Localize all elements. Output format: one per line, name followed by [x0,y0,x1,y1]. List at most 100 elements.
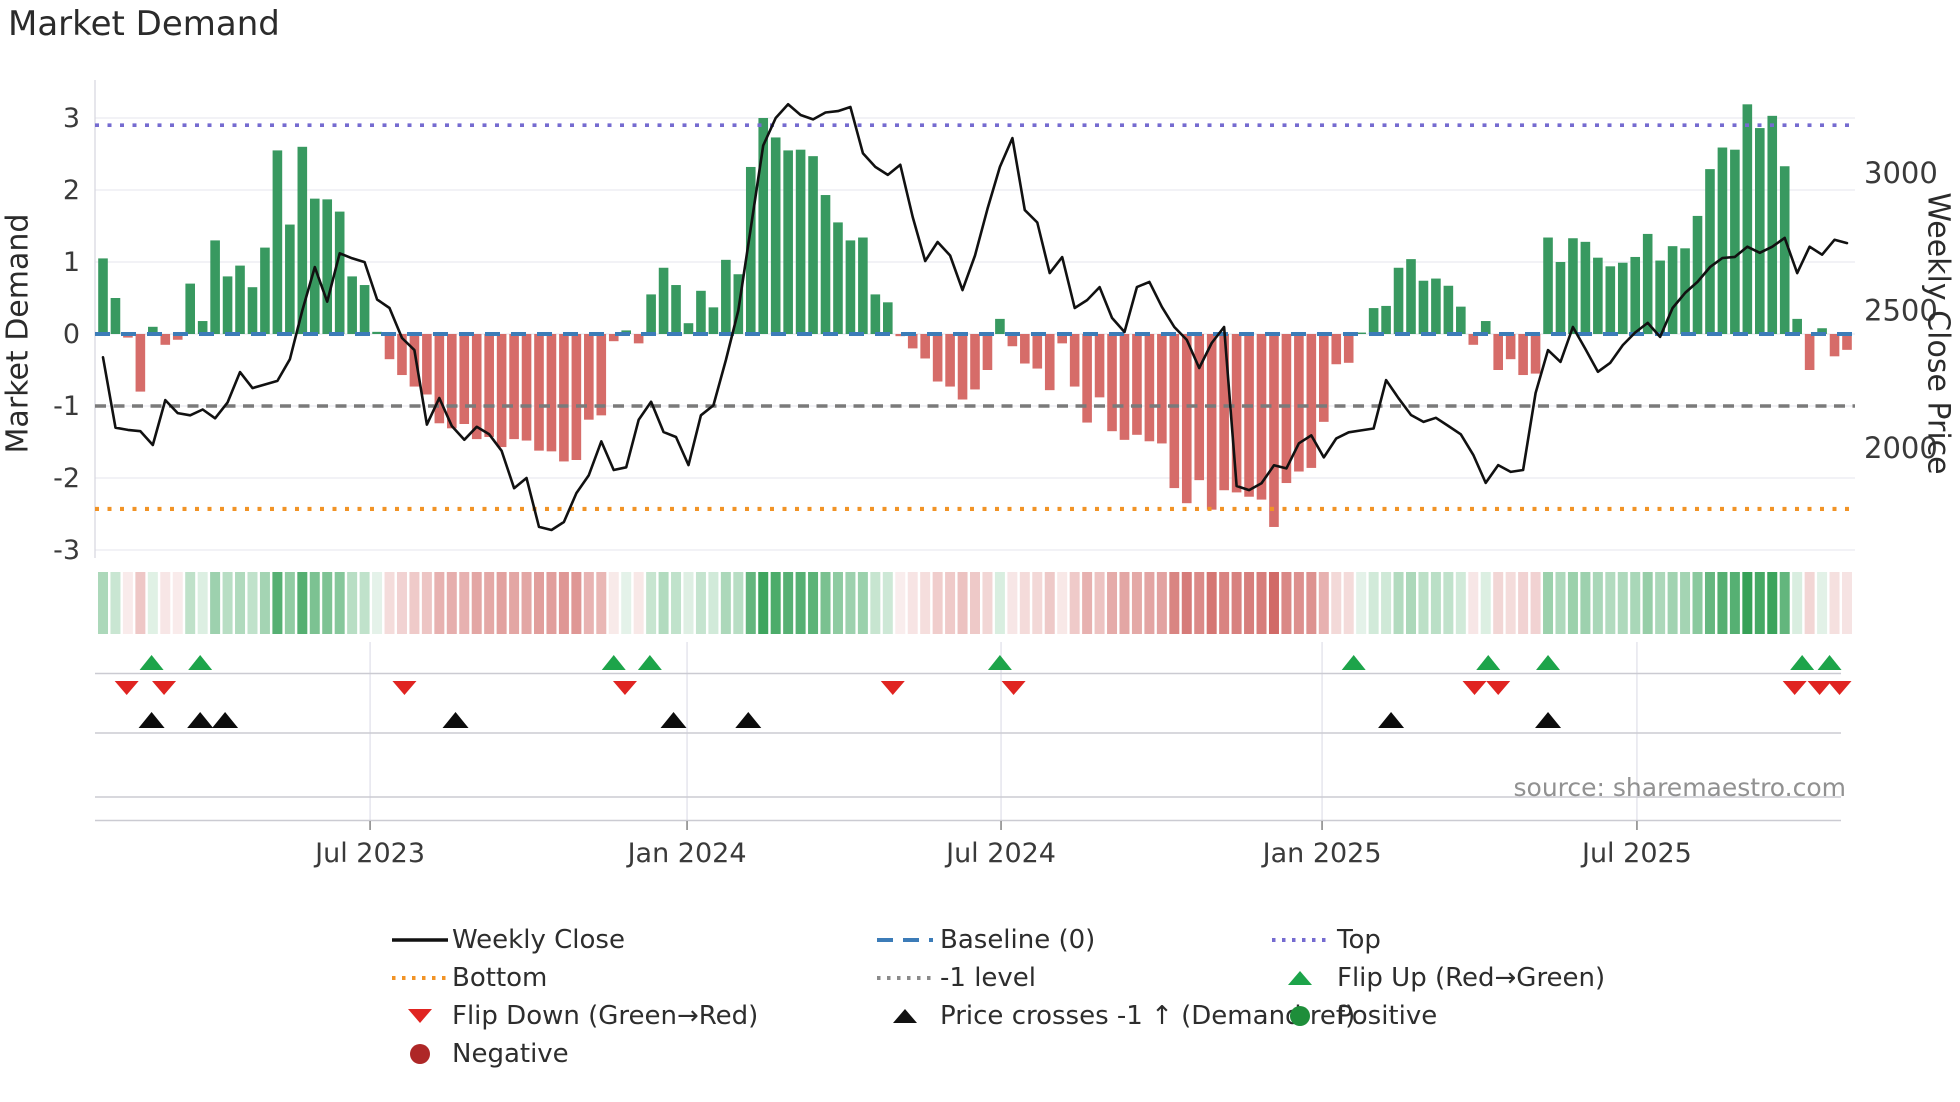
demand-bar-negative [970,334,980,390]
demand-bar-negative [434,334,445,424]
demand-bar-positive [1617,262,1628,334]
heatmap-cell-negative [546,572,557,634]
demand-bar-positive [808,156,818,334]
heatmap-cell-positive [322,572,333,634]
heatmap-cell-positive [1817,572,1828,634]
heatmap-cell-positive [1642,572,1653,634]
heatmap-cell-negative [1169,572,1180,634]
heatmap-cell-negative [122,572,133,634]
flip-up-marker [188,655,213,670]
heatmap-cell-positive [1704,572,1715,634]
heatmap-cell-positive [994,572,1005,634]
heatmap-cell-negative [1256,572,1267,634]
heatmap-cell-positive [334,572,345,634]
heatmap-cell-negative [1293,572,1304,634]
heatmap-cell-negative [633,572,644,634]
heatmap-cell-positive [845,572,856,634]
legend-item: Flip Down (Green→Red) [388,1000,758,1032]
demand-bar-positive [770,137,781,334]
heatmap-cell-negative [1119,572,1130,634]
demand-bar-negative [172,334,183,340]
demand-bar-negative [1157,334,1167,444]
demand-bar-negative [1107,334,1117,432]
demand-bar-positive [758,118,769,334]
demand-bar-negative [907,334,918,349]
demand-bar-positive [260,247,270,334]
demand-bar-positive [1667,246,1678,334]
heatmap-cell-positive [1729,572,1740,634]
heatmap-cell-positive [1480,572,1491,634]
weekly-close-path [101,103,1849,532]
heatmap-cell-negative [1044,572,1055,634]
heatmap-cell-positive [1567,572,1578,634]
legend-item: -1 level [873,962,1036,994]
demand-bars [98,104,1852,527]
demand-bar-positive [1742,104,1753,334]
demand-bar-positive [1393,267,1404,334]
heatmap-cell-positive [222,572,233,634]
heatmap-cell-positive [658,572,669,634]
demand-bar-positive [783,150,793,334]
demand-bar-positive [870,294,881,334]
heatmap-cell-negative [1842,572,1852,634]
demand-bar-negative [571,334,582,460]
heatmap-cell-negative [160,572,171,634]
flip-down-marker [114,681,139,695]
y-axis-label-right: Weekly Close Price [1920,192,1956,475]
flip-up-marker [1476,655,1501,670]
heatmap-cell-positive [359,572,370,634]
price-cross-marker [187,712,214,728]
tri-down-glyph [408,1009,432,1023]
heatmap-cell-positive [1717,572,1728,634]
demand-bar-positive [795,149,806,334]
demand-bar-negative [1306,334,1317,468]
demand-bar-negative [160,334,171,345]
dots-legend-swatch [392,976,448,980]
heatmap-cell-positive [1592,572,1603,634]
demand-bar-positive [185,283,195,334]
heatmap-cell-positive [870,572,881,634]
demand-bar-positive [235,265,245,334]
demand-bar-positive [1730,149,1740,334]
flip-up-marker [987,655,1012,670]
heatmap-cell-negative [1244,572,1255,634]
demand-bar-negative [1020,334,1030,364]
x-tick-label: Jan 2025 [1261,838,1382,869]
demand-bar-negative [1493,334,1503,370]
dots-legend-swatch [877,976,933,980]
heatmap-cell-positive [621,572,632,634]
demand-bar-positive [1431,278,1441,334]
heatmap-cell-positive [1356,572,1367,634]
flip-up-marker [1341,655,1366,670]
demand-bar-negative [1331,334,1342,365]
demand-bar-negative [1343,334,1354,363]
heatmap-cell-positive [1368,572,1379,634]
weekly-close-line [101,103,1849,532]
flip-down-marker [1462,681,1487,695]
demand-bar-positive [1418,280,1429,334]
demand-bar-positive [1642,233,1653,334]
legend-item-label: Weekly Close [452,925,625,955]
heatmap-cell-positive [297,572,308,634]
heatmap-cell-negative [1057,572,1068,634]
demand-bar-negative [1294,334,1304,472]
circle-legend-swatch [1290,1006,1310,1026]
y-right-tick-label: 3000 [1864,156,1938,190]
demand-bar-positive [1717,147,1728,334]
heatmap-cell-positive [733,572,744,634]
demand-bar-negative [521,334,532,441]
demand-bar-positive [1580,241,1591,334]
x-tick-label: Jul 2024 [944,838,1056,869]
heatmap-cell-negative [496,572,507,634]
demand-bar-negative [1007,334,1018,347]
demand-bar-negative [895,334,906,337]
demand-bar-negative [1206,334,1217,510]
flip-up-marker [1817,655,1842,670]
heatmap-cell-positive [1792,572,1803,634]
signal-markers [95,655,1852,822]
heatmap-cell-negative [484,572,495,634]
demand-bar-negative [1468,334,1479,345]
demand-bar-positive [995,318,1005,334]
y-left-tick-label: 3 [63,103,80,134]
